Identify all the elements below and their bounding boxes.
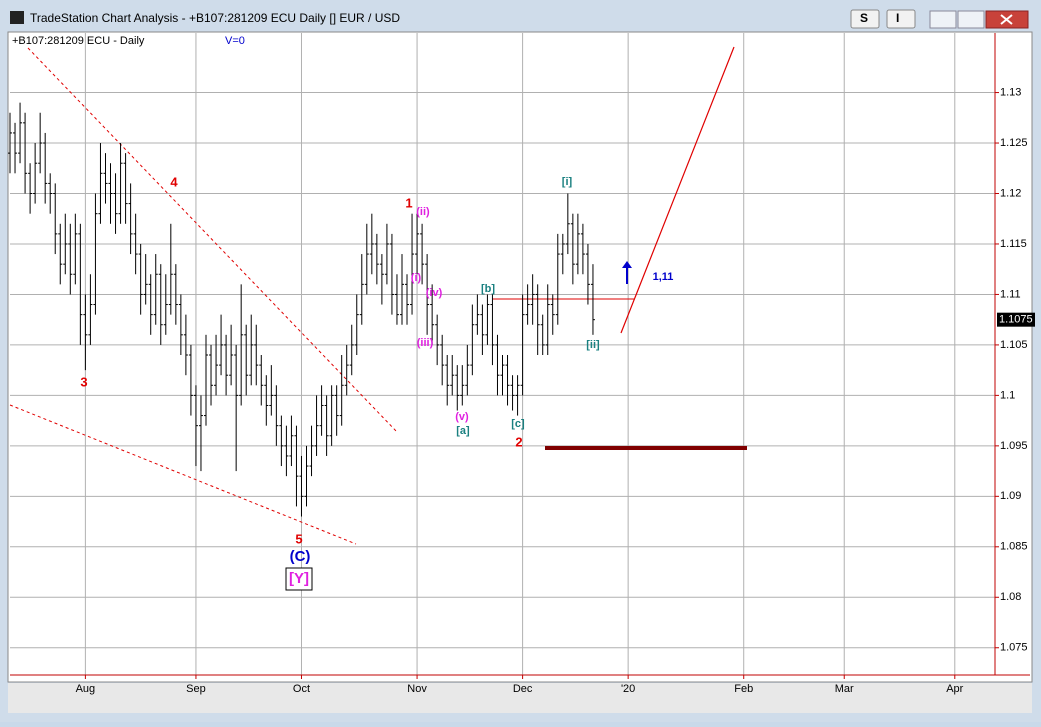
x-tick-label: Dec — [513, 683, 533, 695]
y-tick-label: 1.115 — [1000, 238, 1027, 250]
chart-panel — [7, 31, 1033, 683]
y-tick-label: 1.075 — [1000, 642, 1028, 654]
wave-label: (iv) — [426, 287, 443, 299]
volume-label: V=0 — [225, 35, 245, 47]
y-tick-label: 1.09 — [1000, 490, 1021, 502]
wave-label: [a] — [456, 425, 470, 437]
wave-label: 3 — [80, 374, 87, 389]
last-price-box — [997, 312, 1035, 327]
y-tick-label: 1.12 — [1000, 187, 1021, 199]
wave-label: (ii) — [416, 206, 430, 218]
x-tick-label: Oct — [293, 683, 310, 695]
app-icon — [10, 11, 24, 24]
scroll-area — [8, 683, 1032, 713]
i-button[interactable] — [886, 9, 916, 29]
wave-label: 5 — [295, 531, 302, 546]
arrow-head — [622, 261, 632, 268]
annotation-box — [285, 567, 313, 591]
y-tick-label: 1.105 — [1000, 339, 1028, 351]
plot: 1.075 1.08 1.085 1.09 1.095 1.1 1.105 1.11 1.115… — [8, 33, 1035, 695]
wave-label: (i) — [411, 272, 422, 284]
x-tick-label: '20 — [621, 683, 635, 695]
wave-label: 1,11 — [653, 271, 674, 283]
x-tick-label: Aug — [76, 683, 96, 695]
maximize-button[interactable] — [957, 10, 985, 29]
window-title: TradeStation Chart Analysis - +B107:2812… — [30, 11, 400, 25]
symbol-label: +B107:281209 ECU - Daily — [12, 35, 145, 47]
wave-label: (iii) — [417, 337, 434, 349]
wave-label: (C) — [290, 548, 311, 565]
wave-label: 2 — [515, 434, 522, 449]
y-tick-label: 1.095 — [1000, 440, 1028, 452]
minimize-button[interactable] — [929, 10, 957, 29]
trendline — [620, 46, 735, 334]
trendline — [9, 404, 357, 545]
y-tick-label: 1.125 — [1000, 137, 1028, 149]
i-button-label[interactable]: I — [896, 11, 899, 25]
s-button[interactable] — [850, 9, 880, 29]
y-tick-label: 1.08 — [1000, 591, 1021, 603]
y-tick-label: 1.085 — [1000, 541, 1028, 553]
x-tick-label: Nov — [407, 683, 427, 695]
wave-label: [b] — [481, 283, 495, 295]
wave-label: 1 — [405, 195, 412, 210]
s-button-label[interactable]: S — [860, 11, 868, 25]
x-tick-label: Mar — [835, 683, 854, 695]
y-tick-label: 1.13 — [1000, 86, 1021, 98]
close-icon — [1000, 14, 1013, 25]
wave-label: 4 — [170, 174, 178, 189]
x-tick-label: Apr — [946, 683, 963, 695]
y-tick-label: 1.11 — [1000, 288, 1021, 300]
last-price-label: 1.1075 — [999, 314, 1033, 326]
x-tick-label: Sep — [186, 683, 206, 695]
trendline — [27, 47, 398, 433]
wave-label: [Y] — [289, 570, 309, 587]
wave-label: (v) — [455, 411, 469, 423]
wave-label: [i] — [562, 176, 573, 188]
wave-label: [c] — [511, 418, 525, 430]
x-tick-label: Feb — [734, 683, 753, 695]
y-tick-label: 1.1 — [1000, 389, 1015, 401]
wave-label: [ii] — [586, 339, 600, 351]
